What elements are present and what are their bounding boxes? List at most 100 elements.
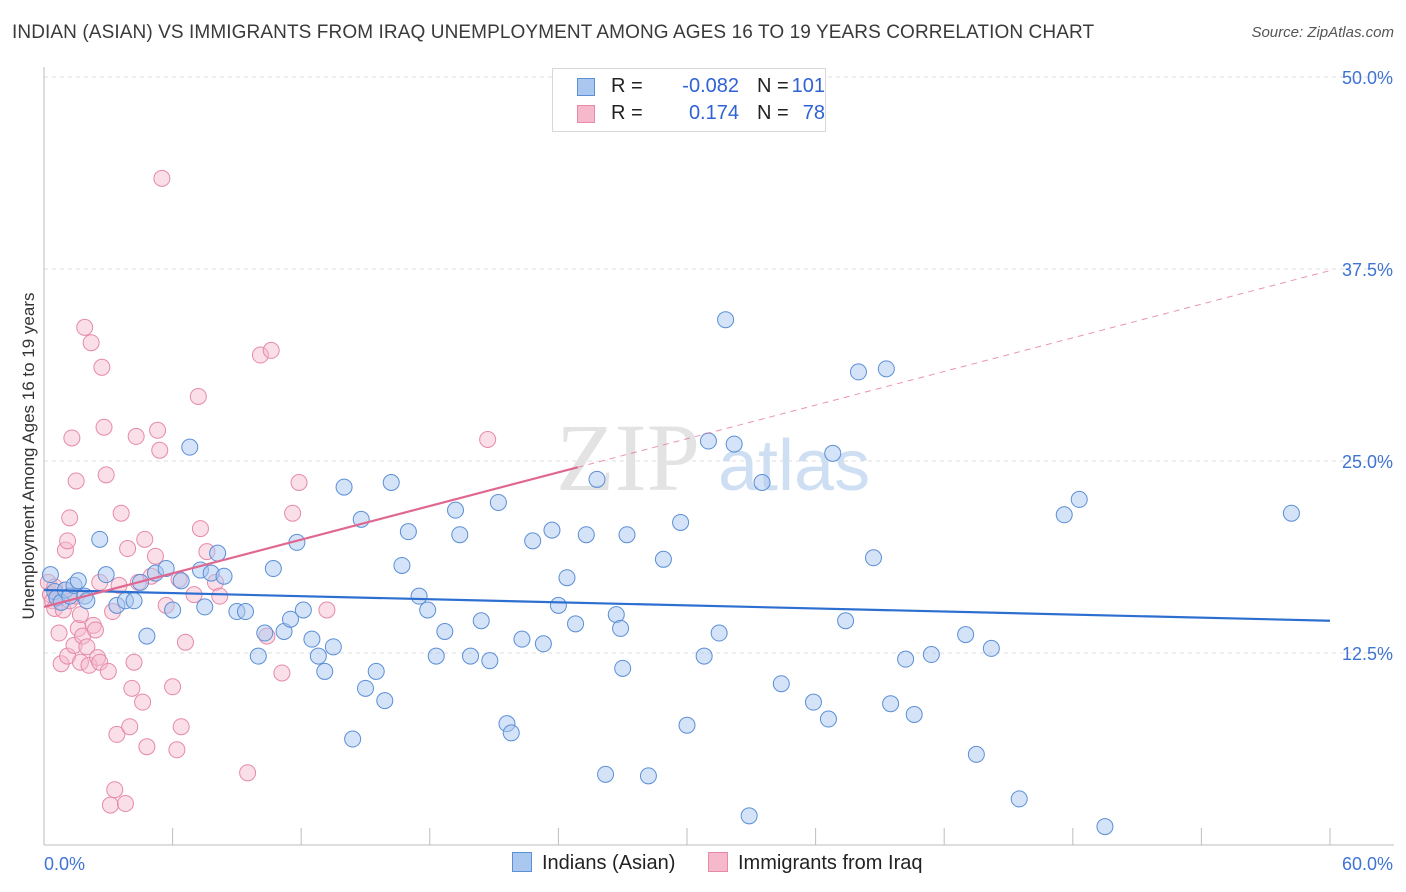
indians-point xyxy=(427,647,445,665)
indians-point xyxy=(614,659,632,677)
indians-point xyxy=(877,360,895,378)
indians-point xyxy=(281,610,299,628)
indians-point xyxy=(897,650,915,668)
legend-n-value: 101 xyxy=(791,75,825,97)
indians-point xyxy=(577,526,595,544)
iraq-point xyxy=(71,606,89,624)
indians-point xyxy=(639,767,657,785)
indians-point xyxy=(164,601,182,619)
iraq-point xyxy=(99,662,117,680)
indians-point xyxy=(824,444,842,462)
indians-point xyxy=(264,560,282,578)
indians-point xyxy=(699,432,717,450)
indians-point xyxy=(451,526,469,544)
indians-point xyxy=(740,807,758,825)
legend-swatch-pink xyxy=(577,105,595,123)
iraq-point xyxy=(61,509,79,527)
iraq-point xyxy=(251,346,269,364)
iraq-point xyxy=(123,679,141,697)
indians-point xyxy=(967,745,985,763)
indians-point xyxy=(472,612,490,630)
bottom-legend-swatch-blue xyxy=(512,852,532,872)
bottom-legend-swatch-pink xyxy=(708,852,728,872)
iraq-point xyxy=(127,427,145,445)
indians-point xyxy=(41,566,59,584)
legend-n-value: 78 xyxy=(802,102,825,124)
indians-point xyxy=(97,566,115,584)
indians-point xyxy=(717,311,735,329)
iraq-point xyxy=(262,341,280,359)
indians-point xyxy=(678,716,696,734)
indians-point xyxy=(849,363,867,381)
indians-trend-line xyxy=(43,588,1331,622)
iraq-point xyxy=(138,738,156,756)
series-iraq-points xyxy=(39,169,497,814)
indians-point xyxy=(618,526,636,544)
indians-point xyxy=(157,560,175,578)
indians-point xyxy=(957,626,975,644)
iraq-point xyxy=(134,693,152,711)
indians-point xyxy=(597,765,615,783)
indians-point xyxy=(864,549,882,567)
indians-point xyxy=(1055,506,1073,524)
indians-point xyxy=(772,675,790,693)
indians-point xyxy=(367,662,385,680)
iraq-point xyxy=(84,616,102,634)
iraq-point xyxy=(318,601,336,619)
iraq-point xyxy=(146,547,164,565)
iraq-point xyxy=(82,334,100,352)
iraq-point xyxy=(59,532,77,550)
legend-r-label: R = xyxy=(611,75,643,97)
legend-r-value: -0.082 xyxy=(682,75,739,97)
iraq-point xyxy=(91,653,109,671)
indians-point xyxy=(922,646,940,664)
iraq-point xyxy=(189,387,207,405)
indians-point xyxy=(695,647,713,665)
y-tick-label: 50.0% xyxy=(1342,68,1393,88)
indians-point xyxy=(294,601,312,619)
iraq-point xyxy=(290,474,308,492)
x-tick-label: 0.0% xyxy=(44,854,85,874)
source-label: Source: ZipAtlas.com xyxy=(1251,24,1394,41)
grid-lines xyxy=(44,76,1394,654)
iraq-point xyxy=(78,638,96,656)
indians-point xyxy=(819,710,837,728)
iraq-point xyxy=(211,587,229,605)
iraq-point xyxy=(164,678,182,696)
bottom-legend-indians: Indians (Asian) xyxy=(512,852,675,875)
indians-point xyxy=(543,521,561,539)
indians-point xyxy=(393,556,411,574)
iraq-point xyxy=(112,504,130,522)
iraq-point xyxy=(273,664,291,682)
bottom-legend-label: Indians (Asian) xyxy=(542,852,676,874)
indians-point xyxy=(125,592,143,610)
indians-point xyxy=(172,572,190,590)
indians-point xyxy=(672,513,690,531)
iraq-point xyxy=(76,318,94,336)
indians-point xyxy=(837,612,855,630)
indians-point xyxy=(524,532,542,550)
bottom-legend-iraq: Immigrants from Iraq xyxy=(708,852,922,875)
indians-point xyxy=(654,550,672,568)
iraq-point xyxy=(93,358,111,376)
indians-point xyxy=(481,652,499,670)
iraq-point xyxy=(121,718,139,736)
indians-point xyxy=(489,493,507,511)
iraq-point xyxy=(284,504,302,522)
indians-point xyxy=(335,478,353,496)
indians-point xyxy=(69,572,87,590)
indians-point xyxy=(982,639,1000,657)
iraq-point xyxy=(95,418,113,436)
iraq-point xyxy=(172,718,190,736)
y-tick-label: 37.5% xyxy=(1342,260,1393,280)
indians-point xyxy=(303,630,321,648)
tick-labels: 12.5% 25.0% 37.5% 50.0% 0.0% 60.0% xyxy=(44,68,1393,874)
y-axis-label: Unemployment Among Ages 16 to 19 years xyxy=(19,293,38,620)
indians-point xyxy=(513,630,531,648)
indians-point xyxy=(725,435,743,453)
iraq-point xyxy=(63,429,81,447)
iraq-point xyxy=(89,649,107,667)
indians-point xyxy=(549,596,567,614)
indians-point xyxy=(753,474,771,492)
